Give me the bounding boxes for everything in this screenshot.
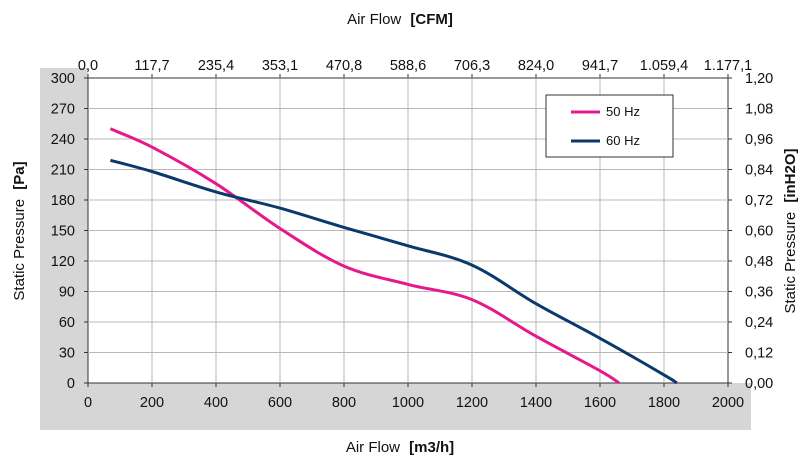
right-axis-title-text: Static Pressure <box>782 212 799 314</box>
top-axis-title-text: Air Flow <box>347 11 401 28</box>
tick-labels: 00,0200117,7400235,4600353,1800470,81000… <box>51 58 773 411</box>
y-tick-label: 240 <box>51 132 75 148</box>
series-lines <box>109 127 678 385</box>
y-tick-label: 300 <box>51 71 75 87</box>
y-tick-label: 0 <box>67 376 75 392</box>
y-right-tick-label: 0,72 <box>745 193 773 209</box>
left-axis-title-text: Static Pressure <box>11 199 28 301</box>
y-right-tick-label: 0,00 <box>745 376 773 392</box>
top-axis-title-unit: [CFM] <box>410 11 452 28</box>
x-top-tick-label: 706,3 <box>454 58 490 74</box>
bottom-axis-band <box>40 383 751 430</box>
x-tick-label: 400 <box>204 395 228 411</box>
y-tick-label: 30 <box>59 346 75 362</box>
legend-label-50hz: 50 Hz <box>606 104 640 119</box>
y-tick-label: 120 <box>51 254 75 270</box>
left-axis-title-unit: [Pa] <box>11 161 28 189</box>
y-tick-label: 60 <box>59 315 75 331</box>
y-right-tick-label: 0,24 <box>745 315 773 331</box>
series-line-50hz <box>109 127 621 385</box>
x-tick-label: 0 <box>84 395 92 411</box>
x-tick-label: 1800 <box>648 395 680 411</box>
x-top-tick-label: 588,6 <box>390 58 426 74</box>
y-right-tick-label: 0,48 <box>745 254 773 270</box>
y-tick-label: 150 <box>51 224 75 240</box>
y-right-tick-label: 0,84 <box>745 163 773 179</box>
legend: 50 Hz 60 Hz <box>545 94 674 158</box>
x-tick-label: 1200 <box>456 395 488 411</box>
right-axis-title: Static Pressure [inH2O] <box>782 148 799 313</box>
x-tick-label: 1600 <box>584 395 616 411</box>
x-top-tick-label: 941,7 <box>582 58 618 74</box>
right-axis-title-unit: [inH2O] <box>782 148 799 202</box>
x-tick-label: 1000 <box>392 395 424 411</box>
x-top-tick-label: 0,0 <box>78 58 98 74</box>
legend-box <box>545 94 674 158</box>
y-tick-label: 90 <box>59 285 75 301</box>
x-top-tick-label: 235,4 <box>198 58 234 74</box>
left-axis-band <box>40 68 88 430</box>
x-top-tick-label: 117,7 <box>134 58 169 74</box>
x-top-tick-label: 824,0 <box>518 58 554 74</box>
bottom-axis-title-text: Air Flow <box>346 439 400 456</box>
y-right-tick-label: 1,08 <box>745 102 773 118</box>
x-top-tick-label: 353,1 <box>262 58 298 74</box>
y-right-tick-label: 0,60 <box>745 224 773 240</box>
x-top-tick-label: 1.177,1 <box>704 58 752 74</box>
x-tick-label: 600 <box>268 395 292 411</box>
x-tick-label: 2000 <box>712 395 744 411</box>
series-line-60hz <box>110 158 678 385</box>
bottom-axis-title-unit: [m3/h] <box>409 439 454 456</box>
bottom-axis-title: Air Flow [m3/h] <box>346 439 454 456</box>
x-top-tick-label: 1.059,4 <box>640 58 688 74</box>
y-tick-label: 270 <box>51 102 75 118</box>
legend-label-60hz: 60 Hz <box>606 133 640 148</box>
x-top-tick-label: 470,8 <box>326 58 362 74</box>
x-tick-label: 800 <box>332 395 356 411</box>
x-tick-label: 200 <box>140 395 164 411</box>
y-right-tick-label: 1,20 <box>745 71 773 87</box>
y-tick-label: 210 <box>51 163 75 179</box>
left-axis-title: Static Pressure [Pa] <box>11 161 28 300</box>
y-right-tick-label: 0,12 <box>745 346 773 362</box>
y-tick-label: 180 <box>51 193 75 209</box>
top-axis-title: Air Flow [CFM] <box>347 11 453 28</box>
x-tick-label: 1400 <box>520 395 552 411</box>
y-right-tick-label: 0,96 <box>745 132 773 148</box>
y-right-tick-label: 0,36 <box>745 285 773 301</box>
